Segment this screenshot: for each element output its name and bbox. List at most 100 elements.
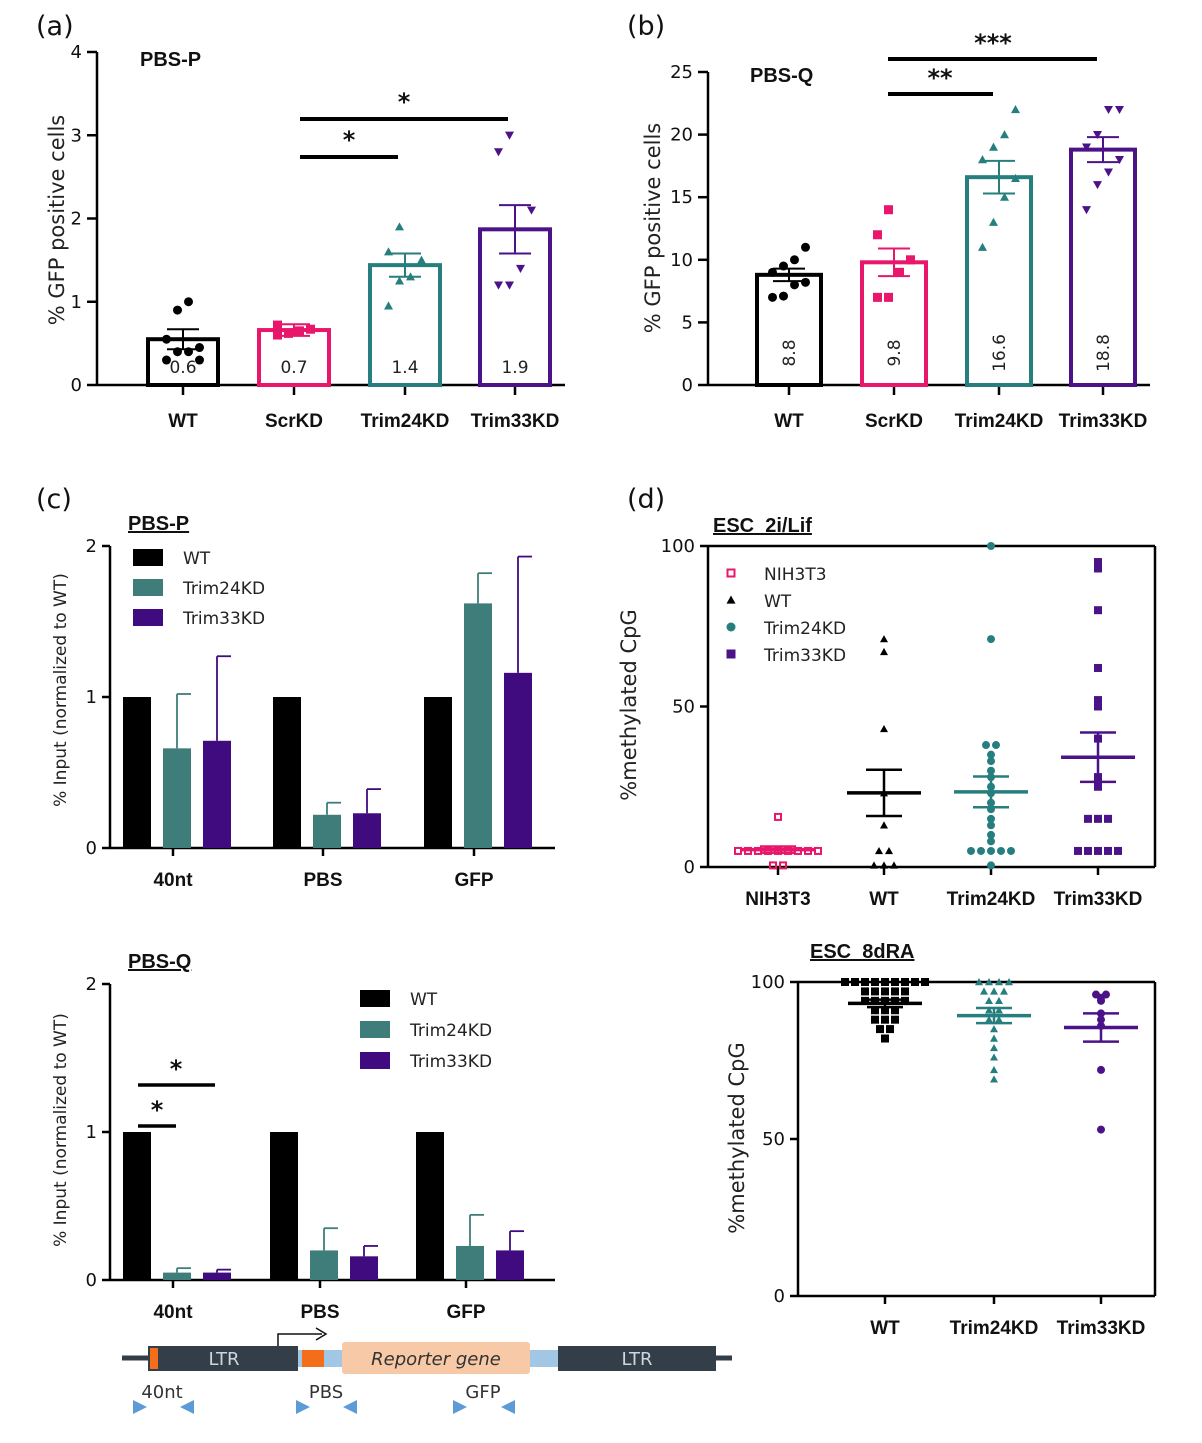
data-point — [873, 292, 882, 302]
chart-c-ylabel: % Input (normalized to WT) — [51, 573, 71, 807]
chart-a: 0 1 2 3 4 WT 0.6 ScrKD 0.7 Trim24KD 1.4 Trim33KD 1.9… — [71, 42, 565, 432]
data-point — [861, 996, 869, 1005]
data-point — [873, 230, 882, 240]
data-point — [1011, 173, 1020, 183]
data-point — [1094, 558, 1102, 567]
legend-label: Trim24KD — [763, 619, 846, 639]
legend-label: Trim24KD — [409, 1021, 492, 1041]
data-point — [978, 155, 987, 164]
data-point — [494, 281, 503, 290]
data-point — [997, 846, 1005, 855]
data-point — [870, 861, 878, 869]
reporter-gene-box — [342, 1342, 530, 1374]
y-tick-label: 0 — [86, 838, 97, 859]
data-point — [995, 1006, 1003, 1014]
bar — [464, 603, 492, 848]
chart-a-ylabel: % GFP positive cells — [45, 115, 69, 325]
y-tick-label: 10 — [670, 250, 693, 271]
data-point — [273, 330, 282, 340]
chart-d2-title: ESC_8dRA — [810, 941, 914, 963]
bar-value-label: 0.6 — [169, 358, 196, 378]
significance-star: * — [151, 1096, 164, 1124]
data-point — [395, 222, 404, 231]
chart-c: 0 1 2 40nt PBS GFP WT Trim24KD Trim33KD — [86, 536, 555, 891]
y-tick-label: 20 — [670, 125, 693, 146]
bar — [270, 1132, 298, 1280]
y-tick-label: 1 — [71, 292, 82, 313]
data-point — [1115, 156, 1124, 165]
data-point — [1005, 978, 1013, 986]
significance-star: * — [398, 88, 411, 116]
data-point — [987, 757, 995, 766]
data-point — [995, 1015, 1003, 1023]
data-point — [871, 1015, 879, 1024]
legend-swatch — [133, 609, 163, 626]
legend-label: Trim33KD — [409, 1052, 492, 1072]
data-point — [881, 1034, 889, 1043]
bar — [755, 272, 823, 388]
data-point — [162, 355, 171, 365]
data-point — [890, 861, 898, 869]
y-tick-label: 15 — [670, 187, 693, 208]
legend-marker — [726, 622, 736, 632]
data-point — [1082, 143, 1091, 152]
bar — [424, 697, 452, 848]
data-point — [989, 217, 998, 226]
data-point — [990, 1043, 998, 1052]
legend-marker — [726, 568, 736, 578]
y-tick-label: 5 — [682, 312, 693, 333]
data-point — [891, 978, 899, 986]
x-tick-label: 40nt — [153, 1302, 193, 1323]
data-point — [895, 267, 904, 277]
data-point — [494, 148, 503, 157]
data-point — [891, 1006, 899, 1015]
bar — [416, 1132, 444, 1280]
data-point — [990, 1075, 998, 1083]
x-tick-label: ScrKD — [265, 411, 323, 432]
x-tick-label: GFP — [446, 1302, 485, 1323]
data-point — [801, 277, 810, 287]
legend-label: WT — [410, 990, 438, 1010]
data-point — [880, 821, 888, 829]
bar — [496, 1250, 524, 1280]
data-point — [779, 261, 788, 271]
bar — [353, 813, 381, 848]
data-point — [1084, 846, 1092, 855]
construct-diagram: LTR Reporter gene LTR 40nt PBS GFP — [122, 1327, 732, 1414]
y-tick-label: 0 — [71, 375, 82, 396]
data-point — [990, 987, 998, 995]
bar — [350, 1256, 378, 1280]
data-point — [875, 846, 883, 855]
data-point — [295, 326, 304, 336]
bar-value-label: 8.8 — [780, 339, 800, 366]
primer-label-40nt: 40nt — [141, 1382, 182, 1403]
data-point — [901, 978, 909, 986]
legend-marker — [726, 649, 736, 659]
data-point — [1104, 168, 1113, 177]
bar — [123, 1132, 151, 1280]
chart-b-title: PBS-Q — [750, 65, 813, 87]
x-tick-label: Trim33KD — [1057, 1318, 1146, 1339]
reporter-gene-label: Reporter gene — [371, 1349, 501, 1370]
data-point — [1074, 846, 1082, 855]
data-point — [871, 996, 879, 1005]
data-point — [881, 987, 889, 996]
data-point — [162, 334, 171, 344]
legend-label: WT — [764, 592, 792, 612]
tss-arrow-head — [315, 1327, 328, 1341]
ltr-left-label: LTR — [208, 1349, 239, 1370]
x-tick-label: WT — [870, 1318, 900, 1339]
data-point — [891, 996, 899, 1005]
data-point — [861, 987, 869, 996]
legend-swatch — [360, 990, 390, 1007]
data-point — [284, 328, 293, 338]
data-point — [871, 1006, 879, 1015]
significance-star: * — [343, 126, 356, 154]
data-point — [790, 280, 799, 290]
data-point — [1094, 696, 1102, 705]
primer-gfp-fwd — [453, 1400, 467, 1414]
pbs-box — [302, 1350, 324, 1367]
legend-label: WT — [183, 549, 211, 569]
bar — [203, 740, 231, 848]
data-point — [871, 978, 879, 986]
